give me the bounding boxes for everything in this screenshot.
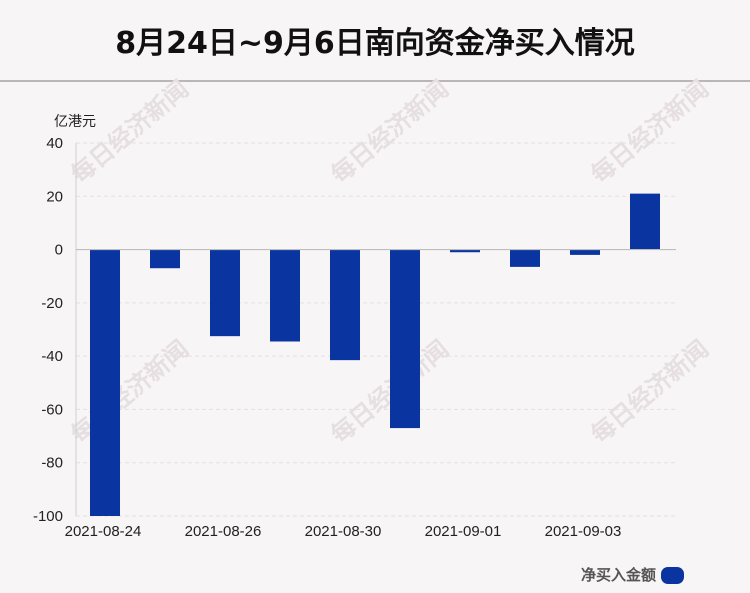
- y-tick-label: 40: [46, 135, 63, 152]
- x-tick-label: 2021-08-26: [185, 523, 262, 540]
- y-tick-label: -100: [33, 508, 63, 525]
- y-tick-label: -60: [41, 401, 63, 418]
- title-divider: [0, 80, 750, 82]
- bars: [90, 193, 660, 517]
- bar-2021-08-31: [390, 249, 420, 429]
- legend: 净买入金额: [581, 566, 684, 584]
- bar-2021-08-25: [150, 249, 180, 269]
- y-axis-unit: 亿港元: [54, 114, 96, 130]
- watermark-text-0: 每日经济新闻: [65, 74, 194, 189]
- y-tick-label: 20: [46, 188, 63, 205]
- x-tick-label: 2021-09-01: [425, 523, 502, 540]
- bar-2021-09-06: [630, 193, 660, 250]
- x-axis-ticks: 2021-08-24 2021-08-26 2021-08-30 2021-09-01…: [65, 523, 622, 540]
- x-tick-label: 2021-08-30: [305, 523, 382, 540]
- watermark-text-3: 每日经济新闻: [65, 334, 194, 449]
- watermark-text-1: 每日经济新闻: [325, 74, 454, 189]
- x-tick-label: 2021-09-03: [545, 523, 622, 540]
- bar-2021-09-03: [570, 249, 600, 255]
- watermark-text-2: 每日经济新闻: [585, 74, 714, 189]
- bar-2021-08-27: [270, 249, 300, 342]
- y-tick-label: -80: [41, 455, 63, 472]
- bar-2021-08-26: [210, 249, 240, 337]
- bar-2021-08-24: [90, 249, 120, 517]
- y-tick-label: -40: [41, 348, 63, 365]
- bar-2021-09-01: [450, 249, 480, 253]
- legend-label: 净买入金额: [581, 566, 656, 584]
- gridlines: [76, 142, 676, 517]
- legend-swatch: [661, 567, 684, 584]
- bar-2021-09-02: [510, 249, 540, 267]
- watermark-text-5: 每日经济新闻: [585, 334, 714, 449]
- y-tick-label: -20: [41, 295, 63, 312]
- y-axis-ticks: 40 20 0 -20 -40 -60 -80 -100: [33, 135, 63, 525]
- y-tick-label: 0: [55, 242, 63, 259]
- bar-2021-08-30: [330, 249, 360, 361]
- chart-title: 8月24日~9月6日南向资金净买入情况: [115, 26, 635, 61]
- x-tick-label: 2021-08-24: [65, 523, 142, 540]
